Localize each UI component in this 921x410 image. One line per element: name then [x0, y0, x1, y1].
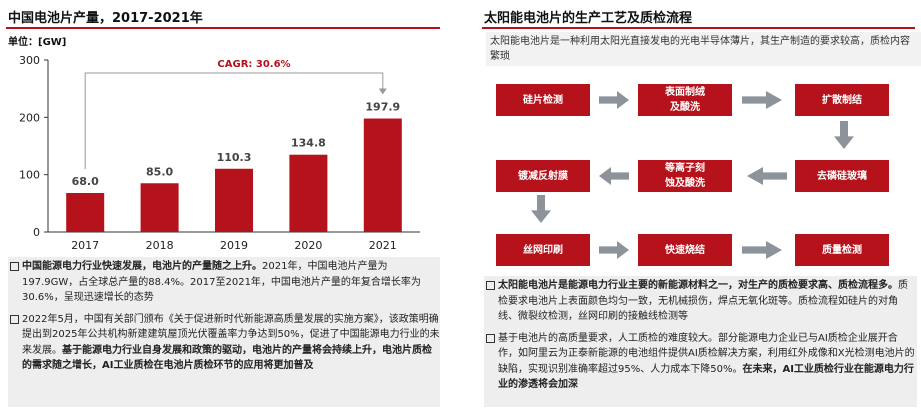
- checkbox-bullet-icon: [10, 262, 19, 271]
- unit-label: 单位：[GW]: [8, 37, 67, 48]
- process-step-9: 质量检测: [795, 234, 889, 266]
- bar-chart: 0 100 200 300 68.0 2017 85.0 2018 110.3 2019 134.8…: [19, 54, 420, 252]
- flow-arrow-left-icon: [747, 167, 787, 185]
- cagr-label: CAGR: 30.6%: [217, 59, 290, 70]
- data-label-2020: 134.8: [291, 137, 326, 150]
- flow-arrow-down-icon: [834, 121, 854, 149]
- bar-2021: [363, 118, 402, 232]
- x-tick-label-2020: 2020: [294, 239, 322, 252]
- y-tick-label: 200: [19, 111, 40, 124]
- data-label-2021: 197.9: [365, 101, 400, 114]
- note-paragraph: 中国能源电力行业快速发展，电池片的产量随之上升。2021年，中国电池片产量为19…: [8, 259, 440, 306]
- process-step-6: 镀减反射膜: [496, 160, 590, 192]
- process-step-2: 表面制绒 及酸洗: [638, 84, 732, 116]
- process-step-1: 硅片检测: [496, 84, 590, 116]
- note-emphasis: 中国能源电力行业快速发展，电池片的产量随之上升。: [22, 261, 262, 272]
- x-tick-label-2018: 2018: [146, 239, 174, 252]
- checkbox-bullet-icon: [486, 281, 495, 290]
- flow-arrow-right-icon: [742, 241, 782, 259]
- note-paragraph: 太阳能电池片是能源电力行业主要的新能源材料之一，对生产的质检要求高、质检流程多。…: [484, 278, 917, 325]
- note-text: 2022年5月，中国有关部门颁布《关于促进新时代新能源高质量发展的实施方案》，该…: [22, 313, 440, 356]
- process-notes: 太阳能电池片是能源电力行业主要的新能源材料之一，对生产的质检要求高、质检流程多。…: [484, 276, 917, 407]
- process-intro: 太阳能电池片是一种利用太阳光直接发电的光电半导体薄片，其生产制造的要求较高，质检…: [486, 32, 921, 66]
- checkbox-bullet-icon: [10, 314, 19, 324]
- y-tick-label: 300: [19, 54, 40, 67]
- bar-2017: [66, 193, 105, 232]
- process-step-5: 等离子刻 蚀及酸洗: [638, 160, 732, 192]
- note-paragraph: 基于电池片的高质量要求，人工质检的难度较大。部分能源电力企业已与AI质检企业展开…: [484, 331, 917, 393]
- process-step-3: 扩散制结: [795, 84, 889, 116]
- chart-notes: 中国能源电力行业快速发展，电池片的产量随之上升。2021年，中国电池片产量为19…: [8, 257, 440, 407]
- note-text: 2021年，中国电池片产量为197.9GW，占全球总产量的88.4%。2017至…: [22, 261, 421, 303]
- flow-arrow-right-icon: [599, 91, 629, 109]
- cagr-arrowhead: [378, 88, 387, 95]
- flow-arrow-right-icon: [599, 241, 629, 259]
- checkbox-bullet-icon: [486, 333, 495, 343]
- bar-2019: [215, 168, 253, 232]
- note-emphasis: 在未来，AI工业质检行业在能源电力行业的渗透将会加深: [498, 363, 914, 391]
- process-step-4: 去磷硅玻璃: [795, 160, 889, 192]
- bar-2020: [289, 154, 328, 232]
- process-step-8: 快速烧结: [638, 234, 732, 266]
- flow-arrow-left-icon: [599, 167, 629, 185]
- data-label-2017: 68.0: [72, 175, 99, 188]
- note-emphasis: 基于能源电力行业自身发展和政策的驱动，电池片的产量将会持续上升，电池片质检的需求…: [22, 344, 432, 372]
- process-title: 太阳能电池片的生产工艺及质检流程: [484, 11, 693, 26]
- y-tick-label: 0: [33, 226, 40, 239]
- cagr-bracket: [84, 72, 384, 170]
- chart-panel: 中国电池片产量，2017-2021年 单位：[GW] 0 100 200 300 68.…: [0, 0, 446, 410]
- bar-2018: [140, 183, 179, 232]
- title-divider: [6, 27, 440, 29]
- note-emphasis: 太阳能电池片是能源电力行业主要的新能源材料之一，对生产的质检要求高、质检流程多。: [498, 280, 898, 291]
- note-text: 基于电池片的高质量要求，人工质检的难度较大。部分能源电力企业已与AI质检企业展开…: [498, 332, 915, 375]
- process-step-7: 丝网印刷: [496, 234, 590, 266]
- x-tick-label-2019: 2019: [220, 239, 248, 252]
- title-divider: [482, 27, 915, 29]
- flow-arrow-down-icon: [531, 195, 551, 223]
- x-tick-label-2021: 2021: [369, 239, 397, 252]
- data-label-2018: 85.0: [146, 165, 173, 178]
- x-tick-label-2017: 2017: [71, 239, 99, 252]
- process-panel: 太阳能电池片的生产工艺及质检流程 太阳能电池片是一种利用太阳光直接发电的光电半导…: [478, 0, 921, 410]
- chart-title: 中国电池片产量，2017-2021年: [8, 11, 203, 26]
- flow-arrow-right-icon: [742, 91, 782, 109]
- data-label-2019: 110.3: [217, 151, 252, 164]
- y-tick-label: 100: [19, 169, 40, 182]
- note-paragraph: 2022年5月，中国有关部门颁布《关于促进新时代新能源高质量发展的实施方案》，该…: [8, 312, 440, 374]
- note-text: 质检要求电池片上表面颜色均匀一致，无机械损伤，焊点无氧化斑等。质检流程如硅片的对…: [498, 280, 908, 322]
